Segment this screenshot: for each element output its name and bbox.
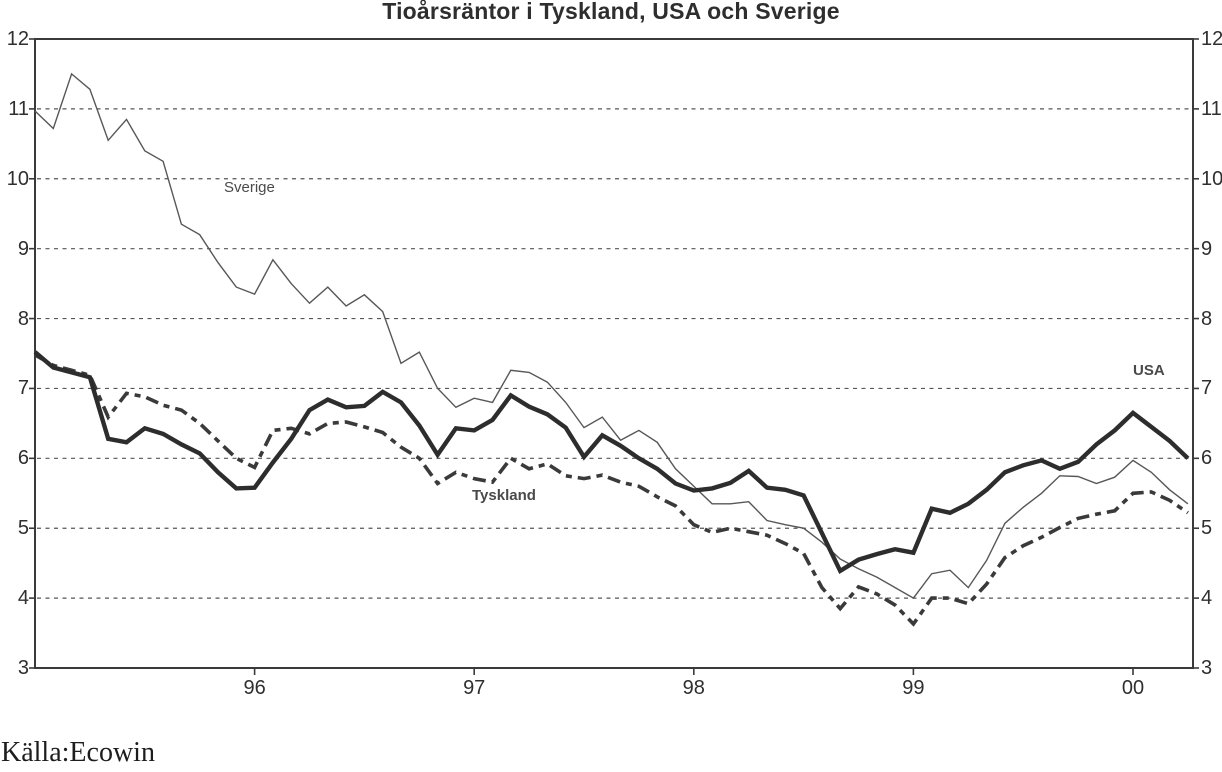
x-axis-label-96: 96 xyxy=(243,677,266,699)
y-axis-label-left-5: 5 xyxy=(17,517,29,540)
y-axis-label-left-12: 12 xyxy=(6,28,29,50)
y-axis-label-left-6: 6 xyxy=(17,447,29,470)
y-axis-label-right-6: 6 xyxy=(1201,447,1213,470)
series-line-tyskland xyxy=(34,353,1189,627)
source-caption: Källa:Ecowin xyxy=(1,737,155,768)
y-axis-label-left-11: 11 xyxy=(8,97,29,120)
y-axis-label-right-11: 11 xyxy=(1201,97,1222,120)
series-line-sverige xyxy=(34,72,1189,600)
y-axis-label-right-9: 9 xyxy=(1201,237,1213,260)
series-line-usa xyxy=(33,350,1190,575)
series-label-tyskland: Tyskland xyxy=(472,487,536,504)
x-axis-label-97: 97 xyxy=(463,677,486,699)
y-axis-label-left-4: 4 xyxy=(17,587,29,610)
y-axis-label-right-10: 10 xyxy=(1201,167,1222,190)
y-axis-label-left-3: 3 xyxy=(17,657,29,679)
y-axis-label-left-9: 9 xyxy=(17,237,29,260)
y-axis-label-right-8: 8 xyxy=(1201,307,1213,330)
y-axis-label-right-4: 4 xyxy=(1201,587,1213,610)
y-axis-label-left-8: 8 xyxy=(17,307,29,330)
series-label-sverige: Sverige xyxy=(224,179,275,196)
y-axis-label-left-10: 10 xyxy=(6,167,29,190)
y-axis-label-right-7: 7 xyxy=(1201,377,1213,400)
y-axis-label-left-7: 7 xyxy=(17,377,29,400)
series-label-usa: USA xyxy=(1133,362,1165,379)
chart-title: Tioårsräntor i Tyskland, USA och Sverige xyxy=(382,0,840,24)
plot-frame xyxy=(34,38,1194,669)
y-axis-label-right-3: 3 xyxy=(1201,657,1213,679)
y-axis-label-right-5: 5 xyxy=(1201,517,1213,540)
y-axis-label-right-12: 12 xyxy=(1201,28,1222,50)
x-axis-label-99: 99 xyxy=(902,677,925,699)
x-axis-label-98: 98 xyxy=(682,677,705,699)
x-axis-label-00: 00 xyxy=(1121,677,1145,699)
